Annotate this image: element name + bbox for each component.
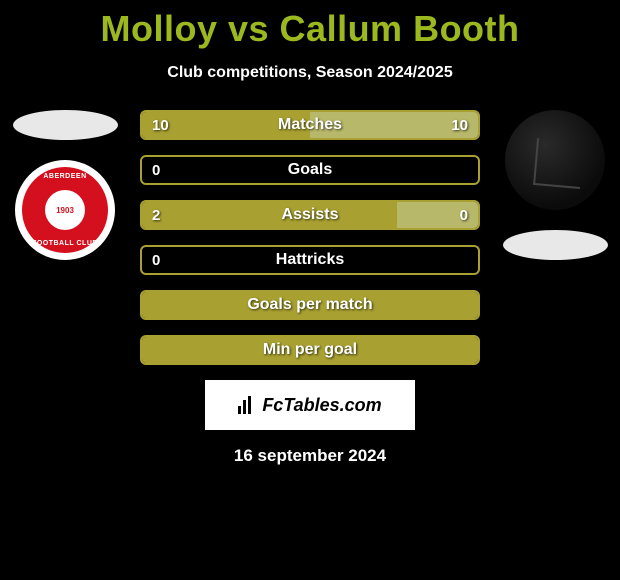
subtitle: Club competitions, Season 2024/2025	[0, 64, 620, 82]
right-column	[500, 110, 610, 260]
logo-text: FcTables.com	[262, 395, 381, 416]
date-text: 16 september 2024	[0, 446, 620, 466]
stat-value-right: 0	[460, 207, 468, 224]
player1-name: Molloy	[100, 8, 217, 49]
club-badge-aberdeen: ★ ★ ABERDEEN 1903 FOOTBALL CLUB	[15, 160, 115, 260]
badge-bottom-text: FOOTBALL CLUB	[32, 240, 98, 247]
player2-avatar	[505, 110, 605, 210]
stat-bar: Goals 0	[140, 155, 480, 185]
left-ellipse-placeholder	[13, 110, 118, 140]
player2-name: Callum Booth	[280, 8, 520, 49]
stat-value-left: 2	[152, 207, 160, 224]
badge-inner-ring: ABERDEEN 1903 FOOTBALL CLUB	[22, 167, 108, 253]
stat-bar: Goals per match	[140, 290, 480, 320]
stat-label: Min per goal	[263, 341, 357, 359]
stats-column: Matches1010Goals0Assists20Hattricks0Goal…	[140, 110, 480, 365]
stat-fill-left	[142, 202, 397, 228]
badge-top-text: ABERDEEN	[43, 173, 86, 180]
stat-bar: Matches 10 10	[140, 110, 480, 140]
bar-chart-icon	[238, 396, 258, 414]
stat-value-left: 0	[152, 162, 160, 179]
right-ellipse-placeholder	[503, 230, 608, 260]
left-column: ★ ★ ABERDEEN 1903 FOOTBALL CLUB	[10, 110, 120, 260]
stat-bar: Assists 2 0	[140, 200, 480, 230]
stat-label: Assists	[282, 206, 339, 224]
stat-label: Goals	[288, 161, 332, 179]
fctables-logo: FcTables.com	[205, 380, 415, 430]
vs-text: vs	[228, 8, 269, 49]
badge-year: 1903	[56, 206, 74, 215]
stat-bar: Hattricks 0	[140, 245, 480, 275]
stat-label: Hattricks	[276, 251, 344, 269]
content-row: ★ ★ ABERDEEN 1903 FOOTBALL CLUB Matches 1…	[0, 82, 620, 365]
stat-value-left: 0	[152, 252, 160, 269]
stat-value-right: 10	[451, 117, 468, 134]
comparison-title: Molloy vs Callum Booth	[0, 0, 620, 50]
stat-label: Matches	[278, 116, 342, 134]
stat-value-left: 10	[152, 117, 169, 134]
stat-bar: Min per goal	[140, 335, 480, 365]
stat-label: Goals per match	[247, 296, 372, 314]
